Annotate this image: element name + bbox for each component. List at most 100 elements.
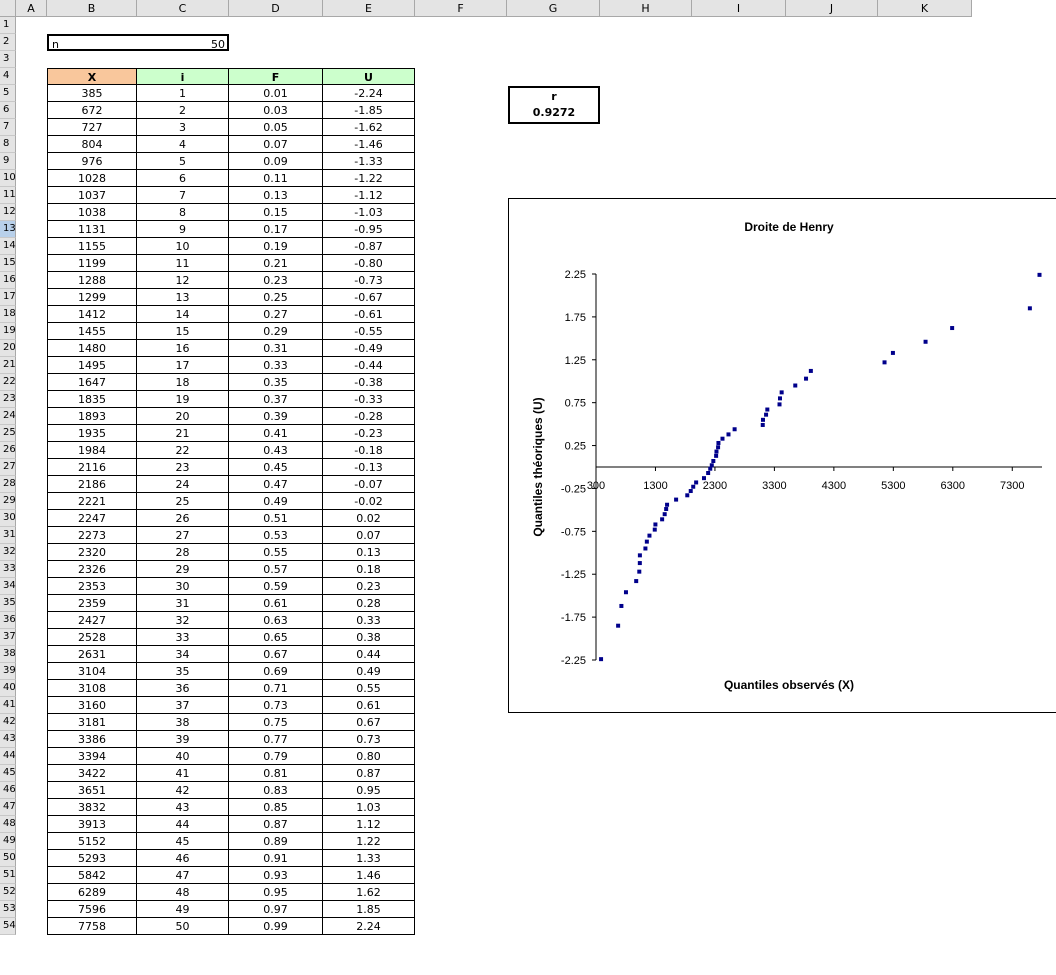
table-cell-i[interactable]: 18 <box>137 374 229 391</box>
row-header-41[interactable]: 41 <box>0 697 16 714</box>
table-cell-i[interactable]: 25 <box>137 493 229 510</box>
table-header-i[interactable]: i <box>137 68 229 85</box>
table-cell-u[interactable]: 1.33 <box>323 850 415 867</box>
table-cell-i[interactable]: 48 <box>137 884 229 901</box>
table-cell-i[interactable]: 19 <box>137 391 229 408</box>
row-header-29[interactable]: 29 <box>0 493 16 510</box>
table-cell-u[interactable]: 1.12 <box>323 816 415 833</box>
row-header-40[interactable]: 40 <box>0 680 16 697</box>
table-cell-x[interactable]: 5842 <box>47 867 137 884</box>
row-header-54[interactable]: 54 <box>0 918 16 935</box>
table-cell-u[interactable]: 0.80 <box>323 748 415 765</box>
table-cell-i[interactable]: 22 <box>137 442 229 459</box>
table-cell-i[interactable]: 15 <box>137 323 229 340</box>
row-header-10[interactable]: 10 <box>0 170 16 187</box>
table-cell-u[interactable]: 0.33 <box>323 612 415 629</box>
row-header-19[interactable]: 19 <box>0 323 16 340</box>
row-header-20[interactable]: 20 <box>0 340 16 357</box>
table-cell-f[interactable]: 0.01 <box>229 85 323 102</box>
table-cell-i[interactable]: 42 <box>137 782 229 799</box>
henry-chart[interactable]: Droite de Henry 2.25 1.75 1.25 0.75 0.25 -0.25… <box>508 198 1056 713</box>
table-cell-u[interactable]: -1.62 <box>323 119 415 136</box>
table-cell-f[interactable]: 0.55 <box>229 544 323 561</box>
row-header-30[interactable]: 30 <box>0 510 16 527</box>
table-cell-f[interactable]: 0.83 <box>229 782 323 799</box>
table-cell-f[interactable]: 0.77 <box>229 731 323 748</box>
row-header-22[interactable]: 22 <box>0 374 16 391</box>
row-header-11[interactable]: 11 <box>0 187 16 204</box>
row-header-17[interactable]: 17 <box>0 289 16 306</box>
table-header-x[interactable]: X <box>47 68 137 85</box>
table-cell-f[interactable]: 0.89 <box>229 833 323 850</box>
row-header-21[interactable]: 21 <box>0 357 16 374</box>
row-header-31[interactable]: 31 <box>0 527 16 544</box>
table-cell-x[interactable]: 3181 <box>47 714 137 731</box>
table-cell-f[interactable]: 0.03 <box>229 102 323 119</box>
table-cell-i[interactable]: 32 <box>137 612 229 629</box>
table-cell-x[interactable]: 7758 <box>47 918 137 935</box>
table-cell-f[interactable]: 0.85 <box>229 799 323 816</box>
table-cell-x[interactable]: 2353 <box>47 578 137 595</box>
table-cell-i[interactable]: 29 <box>137 561 229 578</box>
table-cell-x[interactable]: 1455 <box>47 323 137 340</box>
table-cell-f[interactable]: 0.61 <box>229 595 323 612</box>
column-header-B[interactable]: B <box>47 0 137 17</box>
row-header-27[interactable]: 27 <box>0 459 16 476</box>
column-header-E[interactable]: E <box>323 0 415 17</box>
table-cell-u[interactable]: 0.07 <box>323 527 415 544</box>
table-cell-i[interactable]: 33 <box>137 629 229 646</box>
table-cell-f[interactable]: 0.21 <box>229 255 323 272</box>
table-cell-i[interactable]: 23 <box>137 459 229 476</box>
table-cell-u[interactable]: -1.22 <box>323 170 415 187</box>
table-cell-i[interactable]: 6 <box>137 170 229 187</box>
table-cell-f[interactable]: 0.19 <box>229 238 323 255</box>
table-cell-u[interactable]: 1.22 <box>323 833 415 850</box>
table-cell-x[interactable]: 1038 <box>47 204 137 221</box>
table-cell-i[interactable]: 24 <box>137 476 229 493</box>
table-cell-u[interactable]: 0.67 <box>323 714 415 731</box>
column-header-I[interactable]: I <box>692 0 786 17</box>
table-cell-i[interactable]: 28 <box>137 544 229 561</box>
table-cell-i[interactable]: 3 <box>137 119 229 136</box>
table-cell-u[interactable]: 1.85 <box>323 901 415 918</box>
row-header-2[interactable]: 2 <box>0 34 16 51</box>
table-cell-u[interactable]: -0.73 <box>323 272 415 289</box>
table-cell-x[interactable]: 2427 <box>47 612 137 629</box>
row-header-28[interactable]: 28 <box>0 476 16 493</box>
table-cell-x[interactable]: 1299 <box>47 289 137 306</box>
table-cell-f[interactable]: 0.25 <box>229 289 323 306</box>
row-header-32[interactable]: 32 <box>0 544 16 561</box>
row-header-12[interactable]: 12 <box>0 204 16 221</box>
table-cell-u[interactable]: 0.44 <box>323 646 415 663</box>
table-cell-f[interactable]: 0.75 <box>229 714 323 731</box>
table-cell-i[interactable]: 44 <box>137 816 229 833</box>
table-cell-u[interactable]: 0.55 <box>323 680 415 697</box>
table-cell-f[interactable]: 0.17 <box>229 221 323 238</box>
table-cell-u[interactable]: -0.49 <box>323 340 415 357</box>
table-cell-u[interactable]: 1.62 <box>323 884 415 901</box>
table-cell-u[interactable]: -0.18 <box>323 442 415 459</box>
table-cell-u[interactable]: -0.33 <box>323 391 415 408</box>
table-cell-i[interactable]: 34 <box>137 646 229 663</box>
table-cell-u[interactable]: 1.03 <box>323 799 415 816</box>
table-cell-x[interactable]: 7596 <box>47 901 137 918</box>
table-cell-x[interactable]: 976 <box>47 153 137 170</box>
table-cell-u[interactable]: -0.44 <box>323 357 415 374</box>
table-cell-x[interactable]: 3832 <box>47 799 137 816</box>
table-cell-x[interactable]: 1647 <box>47 374 137 391</box>
table-cell-f[interactable]: 0.37 <box>229 391 323 408</box>
column-header-J[interactable]: J <box>786 0 878 17</box>
table-cell-i[interactable]: 35 <box>137 663 229 680</box>
table-cell-i[interactable]: 20 <box>137 408 229 425</box>
table-cell-x[interactable]: 385 <box>47 85 137 102</box>
n-value[interactable]: 50 <box>137 34 229 51</box>
table-cell-f[interactable]: 0.71 <box>229 680 323 697</box>
table-cell-u[interactable]: -0.61 <box>323 306 415 323</box>
table-cell-i[interactable]: 31 <box>137 595 229 612</box>
table-cell-x[interactable]: 2326 <box>47 561 137 578</box>
row-header-4[interactable]: 4 <box>0 68 16 85</box>
table-cell-x[interactable]: 3386 <box>47 731 137 748</box>
table-cell-i[interactable]: 4 <box>137 136 229 153</box>
table-cell-x[interactable]: 2320 <box>47 544 137 561</box>
table-cell-i[interactable]: 14 <box>137 306 229 323</box>
